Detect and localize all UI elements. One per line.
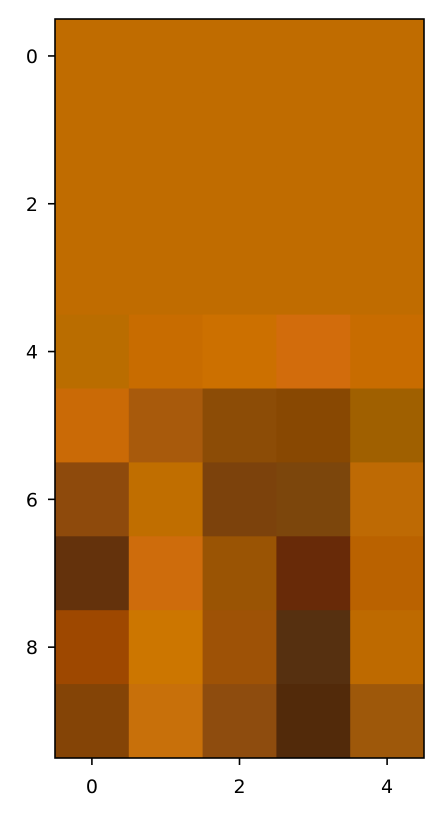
- y-tick-label: 6: [26, 489, 38, 511]
- heatmap-cell: [202, 92, 277, 168]
- y-tick-label: 0: [26, 46, 38, 68]
- heatmap-cell: [276, 684, 351, 759]
- heatmap-cell: [202, 462, 277, 537]
- heatmap-cell: [350, 462, 425, 537]
- heatmap-cell: [202, 684, 277, 759]
- heatmap-cell: [128, 462, 204, 537]
- heatmap-cell: [350, 240, 425, 316]
- y-tick-label: 8: [26, 637, 38, 659]
- heatmap-cell: [350, 536, 425, 611]
- heatmap-cell: [55, 462, 130, 537]
- heatmap-cell: [276, 19, 351, 94]
- y-axis: 0 2 4 6 8: [26, 46, 55, 659]
- heatmap-cell: [55, 314, 130, 389]
- heatmap-cell: [202, 166, 277, 242]
- heatmap-cell: [55, 610, 130, 685]
- heatmap-cell: [128, 166, 204, 242]
- x-tick-label: 2: [233, 776, 245, 798]
- heatmap-cell: [202, 19, 277, 94]
- heatmap-cell: [350, 684, 425, 759]
- heatmap-cell: [128, 536, 204, 611]
- heatmap-cell: [350, 388, 425, 463]
- heatmap-cell: [276, 388, 351, 463]
- heatmap-cell: [350, 92, 425, 168]
- heatmap-cell: [55, 536, 130, 611]
- heatmap-cell: [55, 684, 130, 759]
- heatmap-cell: [128, 388, 204, 463]
- heatmap-cell: [55, 166, 130, 242]
- x-tick-label: 0: [86, 776, 98, 798]
- heatmap-cell: [276, 240, 351, 316]
- heatmap-cell: [276, 610, 351, 685]
- heatmap-cell: [350, 610, 425, 685]
- heatmap-cell: [276, 314, 351, 389]
- heatmap-cell: [202, 610, 277, 685]
- y-tick-label: 4: [26, 342, 38, 364]
- heatmap-cell: [276, 536, 351, 611]
- heatmap-cell: [128, 240, 204, 316]
- x-tick-label: 4: [381, 776, 393, 798]
- heatmap-cell: [276, 462, 351, 537]
- heatmap-cell: [276, 92, 351, 168]
- heatmap-cell: [128, 610, 204, 685]
- heatmap-cell: [128, 314, 204, 389]
- heatmap-cell: [202, 536, 277, 611]
- heatmap-cell: [55, 19, 130, 94]
- heatmap-cell: [202, 388, 277, 463]
- heatmap-cell: [276, 166, 351, 242]
- y-tick-label: 2: [26, 194, 38, 216]
- heatmap-cell: [350, 314, 425, 389]
- heatmap-cell: [128, 19, 204, 94]
- heatmap-cell: [350, 166, 425, 242]
- x-axis: 0 2 4: [86, 758, 393, 798]
- heatmap-cell: [55, 388, 130, 463]
- heatmap-cell: [55, 240, 130, 316]
- heatmap-cells: [55, 19, 425, 759]
- heatmap-cell: [55, 92, 130, 168]
- heatmap-cell: [350, 19, 425, 94]
- heatmap-cell: [128, 684, 204, 759]
- heatmap-cell: [202, 314, 277, 389]
- heatmap-cell: [202, 240, 277, 316]
- heatmap-cell: [128, 92, 204, 168]
